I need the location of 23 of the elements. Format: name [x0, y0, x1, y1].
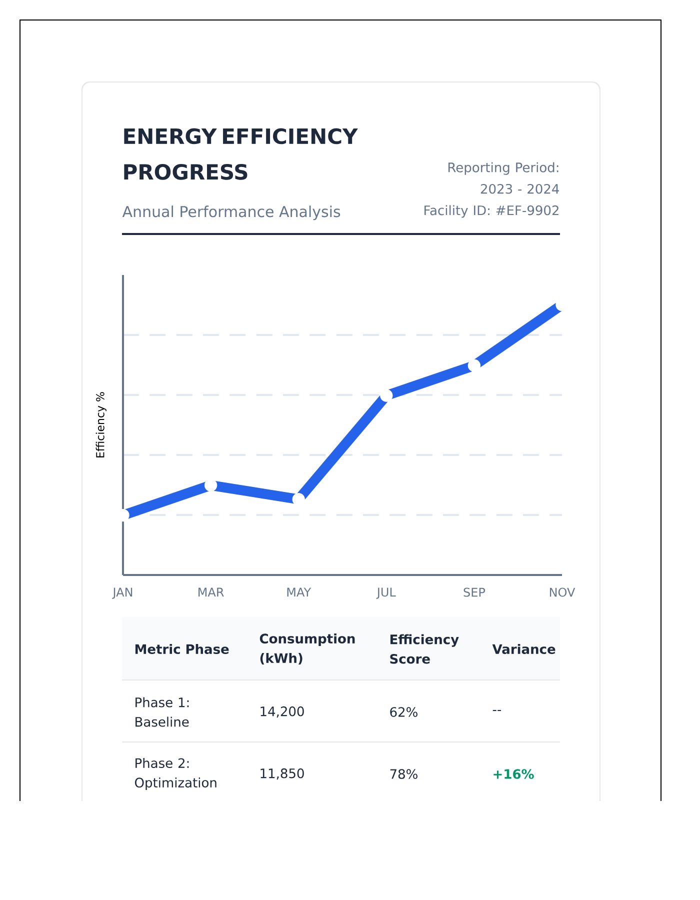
text: 14,200: [260, 706, 304, 718]
text: Facility ID: #EF-9902: [424, 205, 558, 218]
text: --: [492, 710, 502, 712]
text: Reporting Period: 2023 - 2024: [448, 162, 559, 194]
x-tick-label: JAN: [112, 588, 132, 599]
text: 62%: [390, 707, 418, 717]
y-axis-title: Efficiency %: [96, 392, 106, 458]
text: Efficiency Score: [390, 634, 459, 664]
text: 11,850: [260, 768, 304, 780]
chart-title: ENERGY EFFICIENCY PROGRESS: [124, 128, 358, 180]
x-tick-label: MAR: [198, 588, 224, 596]
x-tick-label: NOV: [550, 588, 576, 597]
x-tick-label: MAY: [287, 588, 312, 596]
text: Consumption (kWh): [260, 633, 355, 665]
chart-subtitle: Annual Performance Analysis: [122, 206, 340, 220]
text: 78%: [390, 769, 418, 779]
text: Phase 1: Baseline: [136, 697, 189, 727]
text: Metric Phase: [135, 644, 229, 654]
text: +16%: [494, 769, 534, 779]
text: Phase 2: Optimization: [135, 758, 216, 790]
text: Variance: [492, 644, 556, 654]
x-tick-label: SEP: [464, 588, 486, 597]
x-tick-label: JUL: [376, 588, 396, 599]
